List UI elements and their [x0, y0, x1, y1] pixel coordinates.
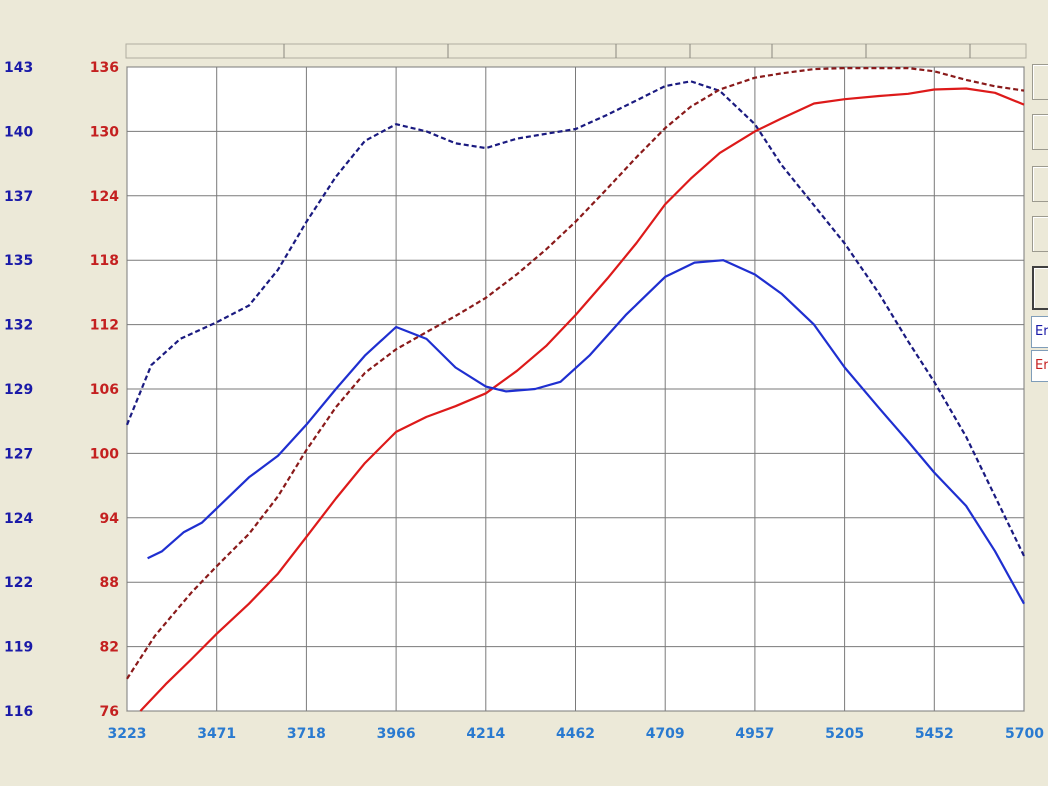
left-tick-label: 127 [4, 446, 33, 462]
series-layer [125, 66, 1025, 712]
right-tick-label: 106 [90, 382, 119, 398]
right-tick-label: 94 [100, 511, 120, 527]
x-axis-ticks: 3223 3471 3718 3966 4214 4462 4709 4957 5205 5452… [108, 726, 1045, 742]
right-tick-label: 136 [90, 60, 119, 76]
left-tick-label: 129 [4, 382, 33, 398]
legend-blue-tag[interactable]: Er [1031, 316, 1048, 348]
side-button-5[interactable] [1032, 266, 1048, 310]
left-tick-label: 140 [4, 124, 33, 140]
left-tick-label: 132 [4, 318, 33, 334]
left-tick-label: 124 [4, 511, 33, 527]
right-tick-label: 82 [100, 640, 119, 656]
series-line-4 [147, 259, 1025, 605]
x-tick-label: 4214 [466, 726, 505, 742]
right-tick-label: 112 [90, 318, 119, 334]
left-axis-ticks: 143 140 137 135 132 129 127 124 122 119 116 [4, 60, 33, 720]
x-tick-label: 3471 [197, 726, 236, 742]
series-line-3 [139, 87, 1025, 712]
grid-lines [126, 66, 1025, 712]
right-axis-ticks: 136 130 124 118 112 106 100 94 88 82 76 [90, 60, 119, 720]
right-tick-label: 130 [90, 124, 119, 140]
left-tick-label: 137 [4, 189, 33, 205]
series-line-1 [125, 80, 1025, 557]
x-tick-label: 4462 [556, 726, 595, 742]
series-line-2 [126, 66, 1025, 680]
x-tick-label: 5205 [825, 726, 864, 742]
top-ruler [125, 43, 1027, 59]
right-tick-label: 76 [100, 704, 119, 720]
x-tick-label: 3718 [287, 726, 326, 742]
x-tick-label: 4709 [646, 726, 685, 742]
right-tick-label: 118 [90, 253, 119, 269]
side-button-4[interactable] [1032, 216, 1048, 252]
legend-red-tag[interactable]: Er [1031, 350, 1048, 382]
right-tick-label: 100 [90, 446, 119, 462]
x-tick-label: 5700 [1005, 726, 1044, 742]
left-tick-label: 122 [4, 575, 33, 591]
left-tick-label: 135 [4, 253, 33, 269]
side-button-2[interactable] [1032, 114, 1048, 150]
x-tick-label: 5452 [915, 726, 954, 742]
x-tick-label: 3223 [108, 726, 147, 742]
left-tick-label: 119 [4, 640, 33, 656]
side-button-1[interactable] [1032, 64, 1048, 100]
right-tick-label: 88 [100, 575, 119, 591]
left-tick-label: 116 [4, 704, 33, 720]
left-tick-label: 143 [4, 60, 33, 76]
side-button-3[interactable] [1032, 166, 1048, 202]
x-tick-label: 4957 [735, 726, 774, 742]
x-tick-label: 3966 [377, 726, 416, 742]
right-tick-label: 124 [90, 189, 119, 205]
